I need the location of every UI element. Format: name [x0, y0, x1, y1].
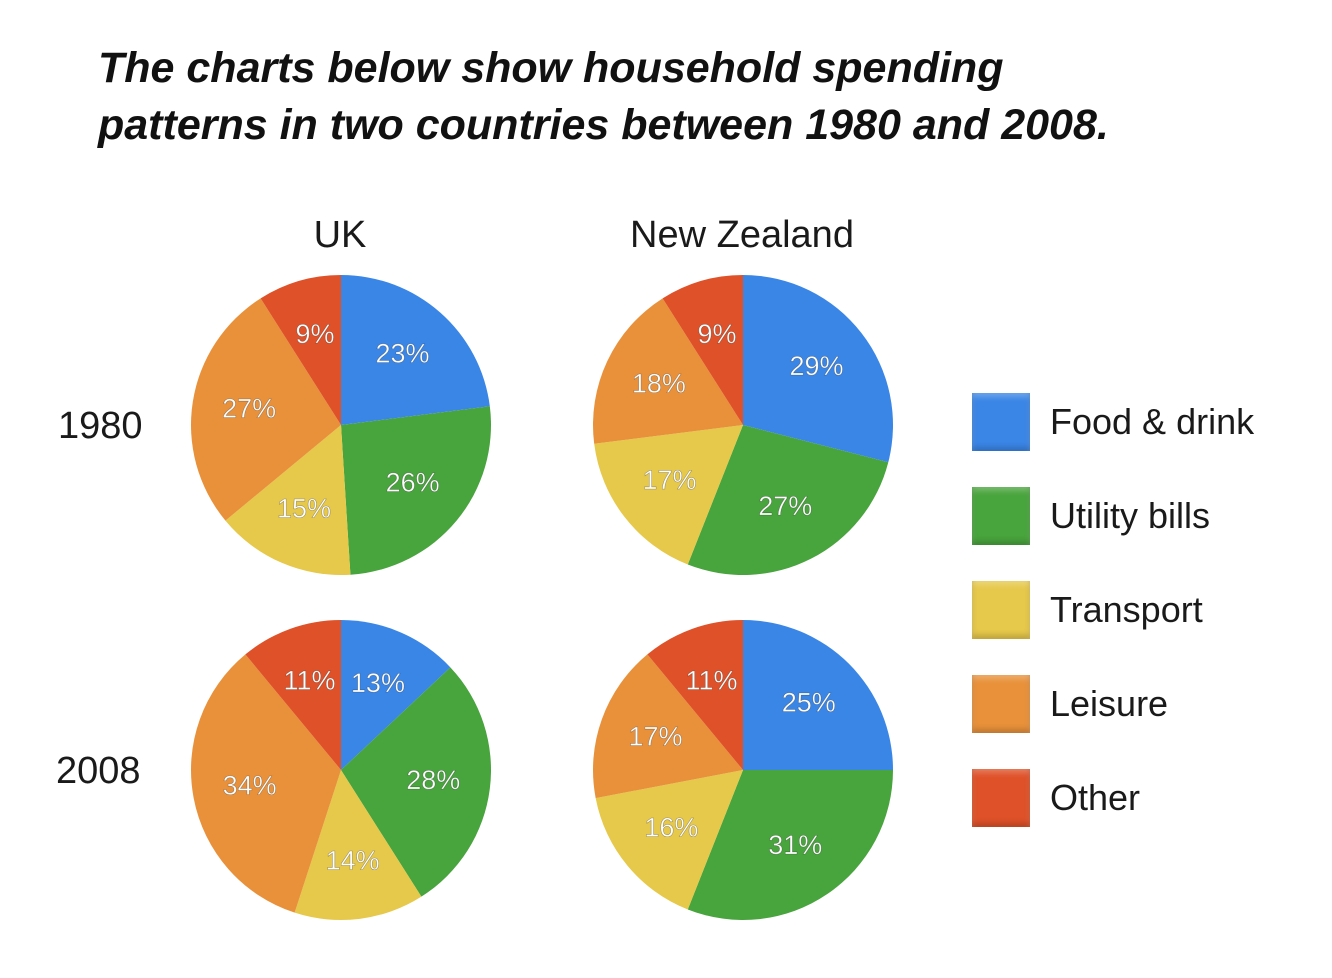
slice-utility-bills — [687, 425, 889, 575]
pie-uk-2008: 13% 28% 14% 34% 11% — [191, 620, 492, 920]
slice-label-other: 11% — [283, 666, 335, 696]
slice-leisure — [191, 654, 341, 913]
slice-label-food-drink: 25% — [782, 687, 836, 717]
slice-transport — [225, 425, 351, 575]
title-line-1: The charts below show household spending — [98, 44, 1004, 92]
row-label-2008: 2008 — [56, 750, 141, 792]
slice-label-utility-bills: 31% — [768, 830, 822, 860]
slice-label-other: 11% — [685, 666, 737, 696]
legend-label-utility-bills: Utility bills — [1050, 495, 1211, 536]
slice-leisure — [593, 654, 743, 799]
slice-other — [647, 620, 743, 770]
legend: Food & drink Utility bills Transport Lei… — [972, 375, 1254, 845]
legend-swatch-transport — [972, 581, 1030, 639]
slice-other — [662, 275, 743, 425]
slice-transport — [594, 425, 743, 565]
slice-label-other: 9% — [698, 319, 737, 349]
slice-food-drink — [341, 620, 451, 770]
legend-swatch-other — [972, 769, 1030, 827]
slice-label-utility-bills: 26% — [386, 467, 440, 497]
slice-label-transport: 16% — [644, 812, 698, 842]
slice-food-drink — [341, 275, 490, 425]
slice-label-leisure: 34% — [223, 771, 277, 801]
slice-label-food-drink: 29% — [789, 351, 843, 381]
slice-other — [260, 275, 341, 425]
legend-item-transport: Transport — [972, 563, 1254, 657]
legend-label-transport: Transport — [1050, 589, 1203, 630]
legend-item-leisure: Leisure — [972, 657, 1254, 751]
slice-label-leisure: 27% — [222, 394, 276, 424]
row-label-1980: 1980 — [58, 405, 143, 447]
column-label-uk: UK — [313, 214, 367, 256]
slice-label-utility-bills: 28% — [406, 765, 460, 795]
slice-label-transport: 15% — [277, 493, 331, 523]
slice-other — [245, 620, 341, 770]
slice-label-transport: 17% — [642, 465, 696, 495]
slice-food-drink — [743, 620, 893, 770]
legend-label-other: Other — [1050, 777, 1141, 818]
slice-label-other: 9% — [296, 319, 335, 349]
slice-label-food-drink: 23% — [375, 338, 429, 368]
slice-leisure — [191, 298, 341, 521]
legend-item-utility-bills: Utility bills — [972, 469, 1254, 563]
slice-label-leisure: 18% — [632, 369, 686, 399]
slice-label-utility-bills: 27% — [758, 491, 812, 521]
pie-uk-1980: 23% 26% 15% 27% 9% — [191, 275, 491, 575]
legend-item-food-drink: Food & drink — [972, 375, 1254, 469]
legend-swatch-leisure — [972, 675, 1030, 733]
legend-label-food-drink: Food & drink — [1050, 401, 1255, 442]
chart-title: The charts below show household spending… — [98, 40, 1278, 154]
column-label-new-zealand: New Zealand — [630, 214, 854, 256]
slice-leisure — [593, 298, 743, 444]
legend-item-other: Other — [972, 751, 1254, 845]
pie-nz-1980: 29% 27% 17% 18% 9% — [593, 275, 893, 575]
slice-utility-bills — [687, 770, 893, 920]
slice-label-transport: 14% — [326, 845, 380, 875]
slice-transport — [595, 770, 743, 910]
slice-label-leisure: 17% — [628, 722, 682, 752]
legend-label-leisure: Leisure — [1050, 683, 1169, 724]
slice-utility-bills — [341, 406, 491, 575]
slice-label-food-drink: 13% — [351, 668, 405, 698]
legend-swatch-food-drink — [972, 393, 1030, 451]
slice-food-drink — [743, 275, 893, 463]
pie-nz-2008: 25% 31% 16% 17%11% — [593, 620, 893, 920]
slice-utility-bills — [341, 667, 492, 897]
legend-swatch-utility-bills — [972, 487, 1030, 545]
title-line-2: patterns in two countries between 1980 a… — [98, 101, 1109, 149]
slice-transport — [294, 770, 422, 920]
